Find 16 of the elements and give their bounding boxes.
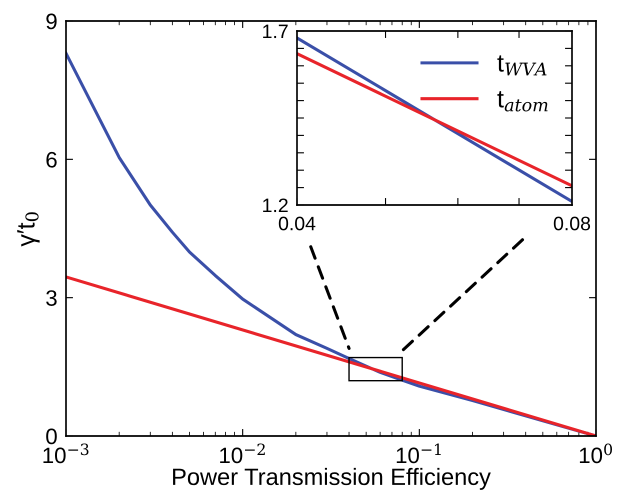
x-tick-label: 0.04 [278,216,316,230]
x-tick-label: 10$^{−1}$ [396,443,441,464]
x-tick-label: 0.08 [554,216,590,230]
y-axis-title: γ′t$_{0}$ [17,212,40,247]
x-axis-title: Power Transmission Efficiency [173,468,491,490]
y-tick-label: 6 [46,152,57,168]
y-tick-label: 1.2 [263,198,288,212]
y-tick-label: 1.7 [263,24,288,38]
legend-label: t$_{atom}$ [497,91,548,112]
x-tick-label: 10$^{−2}$ [220,443,265,464]
x-tick-label: 10$^{−3}$ [43,443,88,464]
y-tick-label: 9 [46,14,57,30]
y-tick-label: 3 [46,290,57,306]
y-tick-label: 0 [46,428,57,444]
x-tick-label: 10$^{0}$ [580,443,612,464]
legend-label: t$_{WVA}$ [497,55,547,76]
